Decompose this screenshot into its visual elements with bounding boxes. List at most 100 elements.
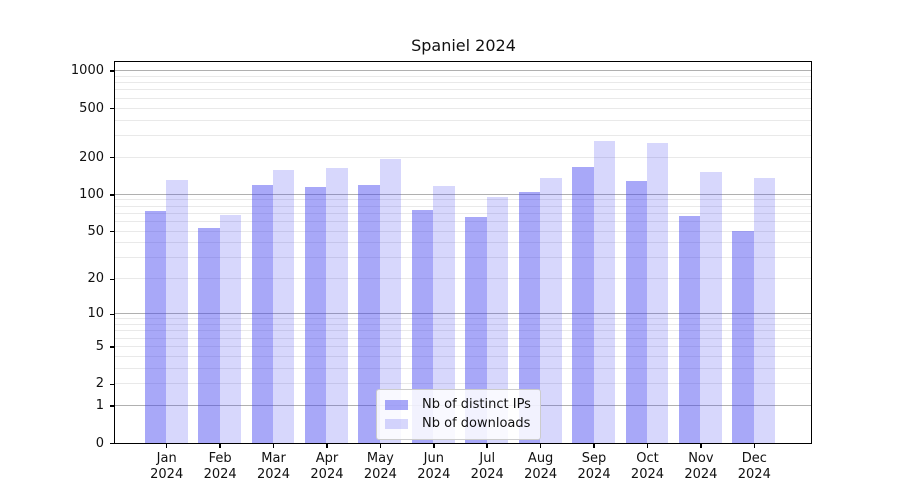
x-tick-label-line: 2024 xyxy=(577,467,611,482)
bar-downloads xyxy=(753,178,776,443)
minor-gridline xyxy=(115,75,811,77)
x-tick-mark xyxy=(539,443,542,448)
y-tick-label: 20 xyxy=(87,271,104,287)
x-tick-label: Jul 2024 xyxy=(455,451,519,484)
bar-downloads xyxy=(433,185,455,443)
minor-gridline xyxy=(115,205,811,207)
x-tick-label: Mar 2024 xyxy=(242,451,306,484)
y-tick-label: 500 xyxy=(79,100,104,116)
x-tick-label: Jun 2024 xyxy=(402,451,466,484)
bar-downloads xyxy=(273,169,295,443)
x-tick-label: Dec 2024 xyxy=(722,451,786,484)
bar-downloads xyxy=(166,179,188,443)
major-gridline xyxy=(115,70,811,72)
x-tick-label: May 2024 xyxy=(348,451,412,484)
minor-gridline xyxy=(115,278,811,280)
bar-distinct-ips xyxy=(198,228,220,443)
y-tick-mark xyxy=(109,107,114,110)
x-tick-label-line: 2024 xyxy=(203,467,237,482)
y-tick-label: 2 xyxy=(95,376,104,392)
y-tick-label: 100 xyxy=(79,186,104,202)
legend-label-downloads: Nb of downloads xyxy=(422,416,531,431)
bar-downloads xyxy=(379,158,402,443)
x-tick-mark xyxy=(219,443,221,448)
x-tick-label-line: 2024 xyxy=(256,467,291,482)
chart-title: Spaniel 2024 xyxy=(411,36,516,55)
minor-gridline xyxy=(115,367,811,369)
x-tick-mark xyxy=(700,443,702,448)
y-tick-mark xyxy=(109,442,114,445)
x-tick-label: Feb 2024 xyxy=(188,451,252,484)
minor-gridline xyxy=(115,337,811,339)
x-tick-label-line: 2024 xyxy=(470,467,504,482)
bar-downloads xyxy=(700,172,722,443)
y-tick-label: 0 xyxy=(95,435,104,451)
y-tick-mark xyxy=(109,313,114,316)
minor-gridline xyxy=(115,156,811,158)
x-tick-label-line: 2024 xyxy=(417,467,451,482)
minor-gridline xyxy=(115,345,811,347)
y-tick-mark xyxy=(109,230,114,233)
x-tick-mark xyxy=(646,443,649,448)
x-tick-label-line: Sep xyxy=(581,450,607,466)
minor-gridline xyxy=(115,199,811,201)
y-tick-label: 50 xyxy=(87,223,104,239)
minor-gridline xyxy=(115,230,811,232)
x-tick-label-line: 2024 xyxy=(737,467,771,482)
bar-downloads xyxy=(326,168,348,443)
bar-distinct-ips xyxy=(411,210,434,443)
x-tick-mark xyxy=(486,443,488,448)
x-tick-label-line: 2024 xyxy=(684,467,718,482)
y-tick-label: 1000 xyxy=(70,63,104,79)
y-tick-label: 200 xyxy=(79,149,104,165)
bar-distinct-ips xyxy=(465,217,487,443)
x-tick-mark xyxy=(593,443,595,448)
bar-distinct-ips xyxy=(625,180,647,443)
legend: Nb of distinct IPs Nb of downloads xyxy=(376,389,541,440)
bar-distinct-ips xyxy=(679,216,701,443)
y-tick-mark xyxy=(109,346,114,348)
bar-downloads xyxy=(219,214,241,443)
x-tick-label-line: Apr xyxy=(315,450,339,466)
y-tick-label: 1 xyxy=(95,398,104,414)
x-tick-mark xyxy=(165,443,168,448)
y-tick-mark xyxy=(109,383,114,386)
legend-swatch-distinct-ips xyxy=(385,399,408,410)
bar-distinct-ips xyxy=(518,192,541,443)
y-tick-mark xyxy=(109,278,114,281)
bar-distinct-ips xyxy=(144,211,167,443)
minor-gridline xyxy=(115,383,811,385)
y-tick-mark xyxy=(109,405,114,407)
x-tick-label: Nov 2024 xyxy=(669,451,733,484)
bar-downloads xyxy=(486,197,509,443)
y-tick-label: 5 xyxy=(95,338,104,354)
x-tick-mark xyxy=(272,443,275,448)
x-tick-mark xyxy=(433,443,435,448)
minor-gridline xyxy=(115,257,811,259)
x-tick-label: Jan 2024 xyxy=(135,451,199,484)
minor-gridline xyxy=(115,212,811,214)
minor-gridline xyxy=(115,330,811,332)
x-tick-label: Oct 2024 xyxy=(615,451,679,484)
x-tick-label-line: 2024 xyxy=(630,467,665,482)
y-tick-mark xyxy=(109,70,114,72)
x-tick-label: Aug 2024 xyxy=(509,451,573,484)
minor-gridline xyxy=(115,220,811,222)
plot-area: Nb of distinct IPs Nb of downloads xyxy=(114,61,812,444)
x-tick-label-line: Nov xyxy=(688,450,714,466)
major-gridline xyxy=(115,193,811,195)
minor-gridline xyxy=(115,97,811,99)
minor-gridline xyxy=(115,82,811,84)
bar-distinct-ips xyxy=(572,166,594,443)
x-tick-mark xyxy=(753,443,756,448)
bar-distinct-ips xyxy=(305,186,327,443)
minor-gridline xyxy=(115,107,811,109)
x-tick-label: Apr 2024 xyxy=(295,451,359,484)
x-tick-label-line: Mar xyxy=(261,450,286,466)
minor-gridline xyxy=(115,119,811,121)
minor-gridline xyxy=(115,134,811,136)
x-tick-label-line: May xyxy=(366,450,394,466)
legend-row-distinct-ips: Nb of distinct IPs xyxy=(385,395,531,414)
x-tick-label: Sep 2024 xyxy=(562,451,626,484)
